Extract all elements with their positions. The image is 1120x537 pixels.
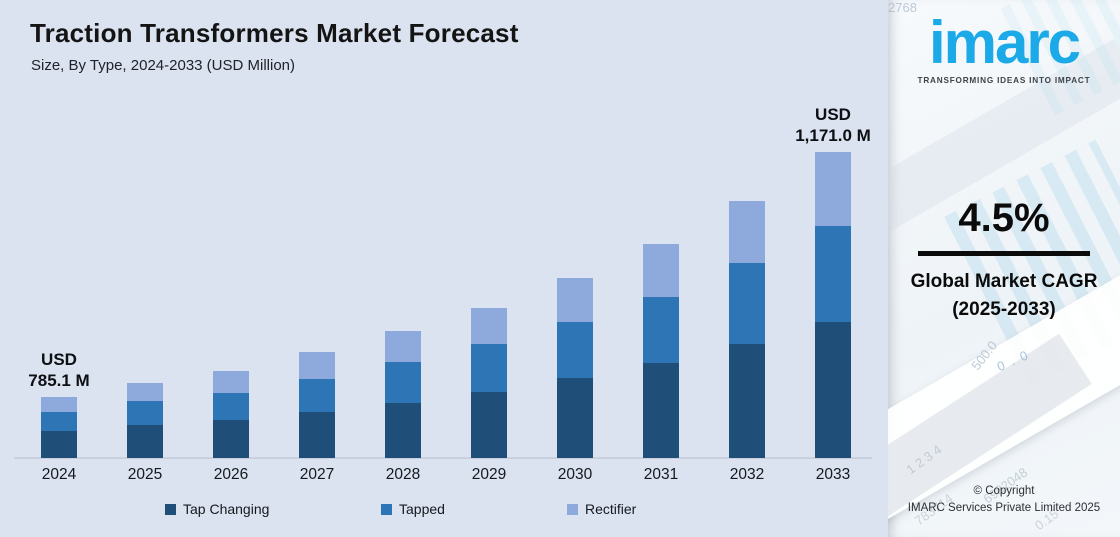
bar-segment-tapped — [557, 322, 593, 378]
x-tick-label-2029: 2029 — [471, 466, 507, 483]
bar-segment-rectifier — [643, 244, 679, 297]
bar-segment-tapped — [643, 297, 679, 363]
bar-segment-tap-changing — [127, 425, 163, 458]
copyright-line2: IMARC Services Private Limited 2025 — [907, 502, 1101, 514]
bar-segment-tapped — [41, 412, 77, 431]
cagr-label-line1: Global Market CAGR — [910, 271, 1098, 292]
bar-segment-rectifier — [299, 352, 335, 379]
bar-segment-rectifier — [213, 371, 249, 393]
legend-swatch — [165, 503, 176, 515]
bar-segment-tap-changing — [729, 344, 765, 458]
bar-segment-rectifier — [41, 397, 77, 412]
bar-segment-tapped — [815, 226, 851, 322]
stacked-bar-2024 — [41, 397, 77, 458]
x-tick-label-2031: 2031 — [643, 466, 679, 483]
bar-segment-rectifier — [127, 383, 163, 401]
value-annotation-2033: USD 1,171.0 M — [795, 105, 871, 145]
stacked-bar-2031 — [643, 244, 679, 458]
decor-watermark: 500.0 — [968, 338, 1001, 373]
side-panel: 500.0 0.0 1 2 3 4 6982048 783714 0.15 2768 ima… — [888, 0, 1120, 537]
stacked-bar-2032 — [729, 201, 765, 458]
legend-item-tapped: Tapped — [381, 501, 445, 517]
copyright: © Copyright IMARC Services Private Limit… — [888, 483, 1120, 517]
bar-segment-tapped — [299, 379, 335, 412]
legend-label: Rectifier — [585, 501, 637, 517]
x-tick-label-2025: 2025 — [127, 466, 163, 483]
bar-segment-tap-changing — [213, 420, 249, 458]
imarc-logo-tagline: TRANSFORMING IDEAS INTO IMPACT — [917, 76, 1091, 85]
cagr-label-line2: (2025-2033) — [952, 299, 1056, 320]
x-tick-label-2027: 2027 — [299, 466, 335, 483]
chart-subtitle: Size, By Type, 2024-2033 (USD Million) — [31, 57, 296, 74]
copyright-line1: © Copyright — [973, 485, 1035, 497]
bar-segment-tap-changing — [815, 322, 851, 458]
stacked-bar-2027 — [299, 352, 335, 458]
x-tick-label-2028: 2028 — [385, 466, 421, 483]
x-tick-label-2026: 2026 — [213, 466, 249, 483]
legend-label: Tapped — [399, 501, 445, 517]
x-tick-label-2024: 2024 — [41, 466, 77, 483]
bar-segment-tapped — [385, 362, 421, 403]
bar-segment-rectifier — [385, 331, 421, 362]
value-annotation-2024: USD 785.1 M — [28, 350, 90, 390]
stacked-bar-2029 — [471, 308, 507, 458]
bar-segment-tapped — [127, 401, 163, 425]
bar-segment-tap-changing — [299, 412, 335, 458]
bar-segment-tapped — [471, 344, 507, 392]
bar-segment-tapped — [213, 393, 249, 420]
bar-segment-tap-changing — [557, 378, 593, 458]
x-tick-label-2033: 2033 — [815, 466, 851, 483]
bar-segment-tap-changing — [41, 431, 77, 458]
x-tick-label-2032: 2032 — [729, 466, 765, 483]
chart-title: Traction Transformers Market Forecast — [30, 18, 519, 48]
cagr-value: 4.5% — [958, 196, 1050, 240]
legend-item-rectifier: Rectifier — [567, 501, 636, 517]
bar-segment-tap-changing — [471, 392, 507, 458]
legend-swatch — [567, 503, 578, 515]
x-tick-label-2030: 2030 — [557, 466, 593, 483]
bar-segment-rectifier — [471, 308, 507, 344]
cagr-block: 4.5% Global Market CAGR (2025-2033) — [888, 196, 1120, 324]
imarc-logo: imarc TRANSFORMING IDEAS INTO IMPACT — [888, 9, 1120, 86]
cagr-divider — [918, 251, 1090, 256]
bar-segment-tap-changing — [643, 363, 679, 458]
bar-segment-rectifier — [815, 152, 851, 226]
imarc-logo-text: imarc — [928, 9, 1081, 76]
x-axis-line — [14, 457, 872, 459]
bar-segment-tapped — [729, 263, 765, 344]
decor-watermark: 0.0 — [994, 344, 1037, 375]
bar-segment-rectifier — [557, 278, 593, 322]
decor-watermark: 1 2 3 4 — [903, 441, 945, 478]
legend-swatch — [381, 503, 392, 515]
legend-label: Tap Changing — [183, 501, 270, 517]
legend-item-tap-changing: Tap Changing — [165, 501, 269, 517]
stacked-bar-2028 — [385, 331, 421, 458]
stacked-bar-2030 — [557, 278, 593, 458]
bar-segment-tap-changing — [385, 403, 421, 458]
chart-area: Traction Transformers Market Forecast Si… — [0, 0, 888, 537]
bar-segment-rectifier — [729, 201, 765, 263]
stacked-bar-2026 — [213, 371, 249, 458]
stacked-bar-2025 — [127, 383, 163, 458]
stacked-bar-2033 — [815, 152, 851, 458]
stacked-bar-plot: 2024 2025 2026 2027 2028 2029 2030 2031 2032 2033… — [14, 105, 872, 517]
